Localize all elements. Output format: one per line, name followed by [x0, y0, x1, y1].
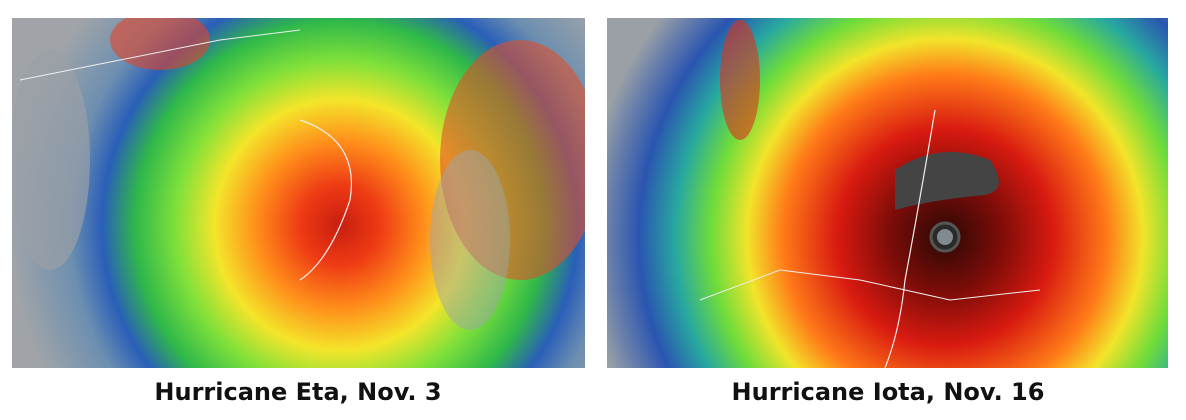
caption: Hurricane Iota, Nov. 16: [732, 378, 1045, 406]
iota-image: [607, 18, 1168, 368]
caption: Hurricane Eta, Nov. 3: [154, 378, 441, 406]
eta-image: [12, 18, 585, 368]
